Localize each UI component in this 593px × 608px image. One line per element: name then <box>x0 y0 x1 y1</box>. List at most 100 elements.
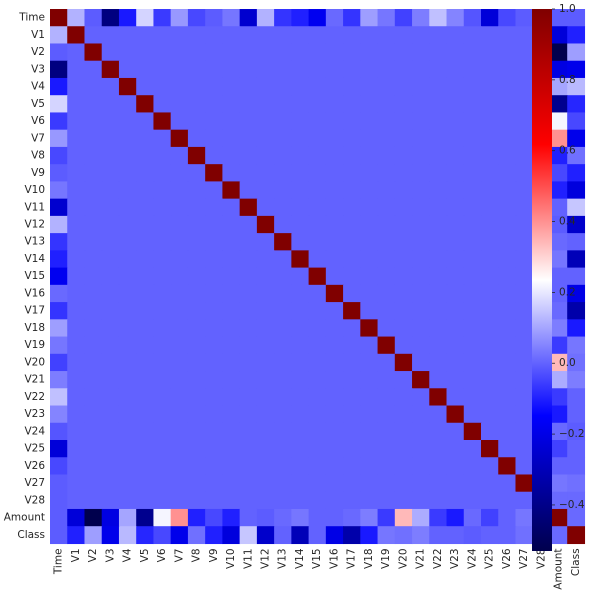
heatmap-cell-v3-v15 <box>308 60 327 79</box>
heatmap-cell-time-v11 <box>239 9 258 27</box>
heatmap-cell-v14-v22 <box>429 250 448 269</box>
heatmap-cell-v7-v16 <box>325 129 344 148</box>
y-tick-label-v5: V5 <box>31 98 45 110</box>
heatmap-cell-v15-v6 <box>153 267 172 286</box>
heatmap-cell-v10-v12 <box>256 181 275 200</box>
heatmap-cell-class-v8 <box>187 526 206 545</box>
heatmap-cell-v7-v2 <box>84 129 103 148</box>
heatmap-cell-v20-time <box>50 353 68 372</box>
heatmap-cell-v12-v18 <box>360 215 379 234</box>
heatmap-cell-v4-v20 <box>394 77 413 96</box>
y-tick-label-v26: V26 <box>24 460 45 472</box>
heatmap-cell-v6-amount <box>549 112 568 131</box>
heatmap-cell-v9-v7 <box>170 164 189 182</box>
heatmap-cell-v9-v17 <box>343 164 361 182</box>
heatmap-cell-v17-time <box>50 302 68 320</box>
heatmap-cell-v23-v8 <box>187 405 206 424</box>
heatmap-cell-v19-amount <box>549 336 568 355</box>
heatmap-cell-v22-v22 <box>429 388 448 407</box>
heatmap-cell-v17-v22 <box>429 302 448 320</box>
heatmap-cell-v18-v25 <box>481 319 499 338</box>
heatmap-cell-v8-v7 <box>170 146 189 165</box>
heatmap-cell-time-v2 <box>84 9 103 27</box>
heatmap-cell-v16-v11 <box>239 284 258 303</box>
heatmap-cell-v22-amount <box>549 388 568 407</box>
heatmap-cell-v28-v1 <box>67 491 86 510</box>
heatmap-cell-v18-amount <box>549 319 568 338</box>
heatmap-cell-v13-v24 <box>463 233 482 251</box>
heatmap-cell-v9-v24 <box>463 164 482 182</box>
heatmap-cell-v5-v4 <box>118 95 137 114</box>
heatmap-cell-v5-v2 <box>84 95 103 114</box>
heatmap-cell-v1-v7 <box>170 26 189 45</box>
heatmap-cell-v9-v11 <box>239 164 258 182</box>
heatmap-cell-v7-amount <box>549 129 568 148</box>
heatmap-cell-v17-v8 <box>187 302 206 320</box>
heatmap-cell-v6-v11 <box>239 112 258 131</box>
heatmap-cell-v10-v10 <box>222 181 241 200</box>
heatmap-cell-v4-v19 <box>377 77 396 96</box>
heatmap-cell-v4-v21 <box>412 77 430 96</box>
x-tick-label-v1: V1 <box>70 548 82 562</box>
heatmap-cell-v16-v27 <box>515 284 534 303</box>
heatmap-cell-v17-v21 <box>412 302 430 320</box>
heatmap-cell-v8-v20 <box>394 146 413 165</box>
heatmap-cell-v17-v16 <box>325 302 344 320</box>
heatmap-cell-v9-v2 <box>84 164 103 182</box>
x-tick-label-class: Class <box>570 548 582 576</box>
heatmap-cell-v9-v26 <box>498 164 517 182</box>
heatmap-cell-v11-time <box>50 198 68 217</box>
heatmap-cell-v27-v24 <box>463 474 482 493</box>
heatmap-cell-v24-v9 <box>205 422 223 441</box>
heatmap-cell-v19-v19 <box>377 336 396 355</box>
heatmap-cell-v2-v13 <box>274 43 292 62</box>
heatmap-cell-v7-v5 <box>136 129 155 148</box>
heatmap-cell-v3-v7 <box>170 60 189 79</box>
heatmap-cell-v8-v6 <box>153 146 172 165</box>
heatmap-cell-time-v19 <box>377 9 396 27</box>
heatmap-cell-v1-v15 <box>308 26 327 45</box>
heatmap-cell-v12-v2 <box>84 215 103 234</box>
heatmap-cell-v1-v6 <box>153 26 172 45</box>
heatmap-cell-v23-v1 <box>67 405 86 424</box>
heatmap-cell-v25-v3 <box>101 440 120 458</box>
heatmap-cell-v2-class <box>567 43 586 62</box>
heatmap-cell-v13-amount <box>549 233 568 251</box>
heatmap-cell-time-v9 <box>205 9 223 27</box>
heatmap-cell-v10-amount <box>549 181 568 200</box>
y-tick-label-v21: V21 <box>24 374 45 386</box>
heatmap-cell-v20-v2 <box>84 353 103 372</box>
heatmap-cell-v22-v9 <box>205 388 223 407</box>
heatmap-cell-v6-v23 <box>446 112 465 131</box>
y-tick-label-amount: Amount <box>4 512 45 524</box>
heatmap-cell-v22-v11 <box>239 388 258 407</box>
heatmap-cell-v13-v19 <box>377 233 396 251</box>
heatmap-cell-v10-v6 <box>153 181 172 200</box>
heatmap-cell-time-v3 <box>101 9 120 27</box>
heatmap-cell-v9-v22 <box>429 164 448 182</box>
heatmap-cell-v20-v13 <box>274 353 292 372</box>
heatmap-cell-v4-v13 <box>274 77 292 96</box>
heatmap-cell-v2-v23 <box>446 43 465 62</box>
heatmap-cell-v13-v15 <box>308 233 327 251</box>
y-tick-label-v23: V23 <box>24 408 45 420</box>
heatmap-cell-v16-v18 <box>360 284 379 303</box>
heatmap-cell-v4-v22 <box>429 77 448 96</box>
heatmap-cell-v26-v27 <box>515 457 534 476</box>
heatmap-cell-v28-v4 <box>118 491 137 510</box>
heatmap-cell-v9-v5 <box>136 164 155 182</box>
heatmap-cell-v12-v10 <box>222 215 241 234</box>
heatmap-cell-v21-v1 <box>67 371 86 389</box>
heatmap-cell-v17-v25 <box>481 302 499 320</box>
heatmap-cell-class-v13 <box>274 526 292 545</box>
heatmap-cell-v6-v2 <box>84 112 103 131</box>
heatmap-cell-v2-amount <box>549 43 568 62</box>
heatmap-cell-v14-class <box>567 250 586 269</box>
heatmap-cell-v13-v14 <box>291 233 310 251</box>
heatmap-cell-class-v9 <box>205 526 223 545</box>
heatmap-cell-v17-v3 <box>101 302 120 320</box>
colorbar <box>532 9 552 551</box>
heatmap-cell-v27-v17 <box>343 474 361 493</box>
y-tick-label-v20: V20 <box>24 356 45 368</box>
heatmap-cell-v9-class <box>567 164 586 182</box>
